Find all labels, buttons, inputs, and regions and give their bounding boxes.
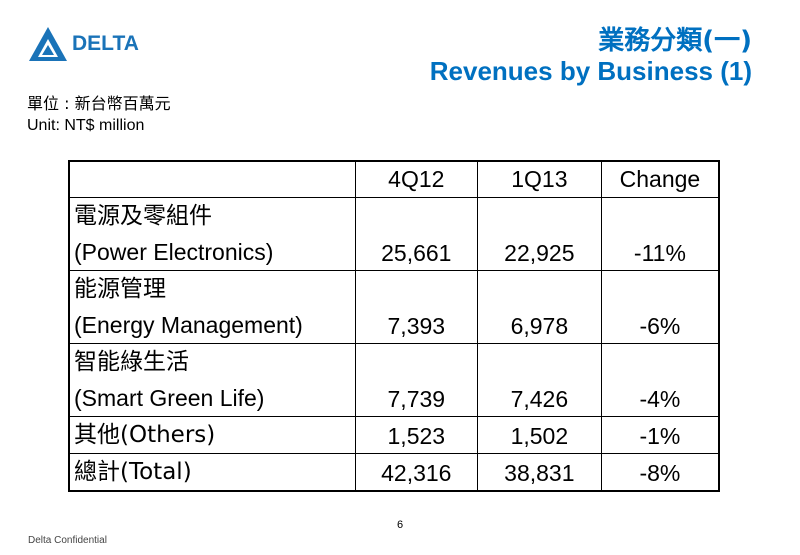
delta-logo: DELTA [28,26,139,62]
table-row: 能源管理 (Energy Management) 7,393 6,978 -6% [68,270,720,344]
row-label-zh: 智能綠生活 [74,349,189,375]
table-row-total: 總計(Total) 42,316 38,831 -8% [68,453,720,492]
delta-triangle-icon [29,27,67,61]
row-label-en: (Smart Green Life) [74,385,265,411]
header-1q13: 1Q13 [476,160,602,198]
row-label-en: (Energy Management) [74,312,303,338]
cell-1q13: 7,426 [476,343,602,417]
cell-1q13: 1,502 [476,416,602,454]
cell-4q12: 42,316 [354,453,478,492]
page-title-zh: 業務分類(一) [598,26,752,56]
header-4q12: 4Q12 [354,160,478,198]
cell-change: -8% [600,453,720,492]
logo-text: DELTA [72,32,139,55]
cell-4q12: 7,393 [354,270,478,344]
cell-change: -4% [600,343,720,417]
cell-4q12: 7,739 [354,343,478,417]
table-header-row: 4Q12 1Q13 Change [68,160,720,198]
row-label: 電源及零組件 (Power Electronics) [68,197,356,271]
cell-change: -11% [600,197,720,271]
row-label: 其他(Others) [68,416,356,454]
row-label-zh: 能源管理 [74,276,166,302]
row-label: 智能綠生活 (Smart Green Life) [68,343,356,417]
row-label-en: (Power Electronics) [74,239,274,265]
cell-1q13: 38,831 [476,453,602,492]
table-row: 智能綠生活 (Smart Green Life) 7,739 7,426 -4% [68,343,720,417]
revenue-table: 4Q12 1Q13 Change 電源及零組件 (Power Electroni… [68,160,720,492]
unit-en: Unit: NT$ million [27,117,145,134]
page-number: 6 [396,519,404,531]
page-title-en: Revenues by Business (1) [429,56,752,86]
cell-1q13: 6,978 [476,270,602,344]
cell-change: -1% [600,416,720,454]
confidential-note: Delta Confidential [28,535,107,546]
table-row: 電源及零組件 (Power Electronics) 25,661 22,925… [68,197,720,271]
cell-4q12: 25,661 [354,197,478,271]
unit-note: 單位 : 新台幣百萬元 Unit: NT$ million [27,93,171,137]
row-label: 能源管理 (Energy Management) [68,270,356,344]
header-change: Change [600,160,720,198]
cell-1q13: 22,925 [476,197,602,271]
cell-4q12: 1,523 [354,416,478,454]
row-label-zh: 電源及零組件 [74,203,212,229]
header-blank [68,160,356,198]
unit-zh: 單位 : 新台幣百萬元 [27,94,171,113]
table-row: 其他(Others) 1,523 1,502 -1% [68,416,720,454]
cell-change: -6% [600,270,720,344]
row-label: 總計(Total) [68,453,356,492]
